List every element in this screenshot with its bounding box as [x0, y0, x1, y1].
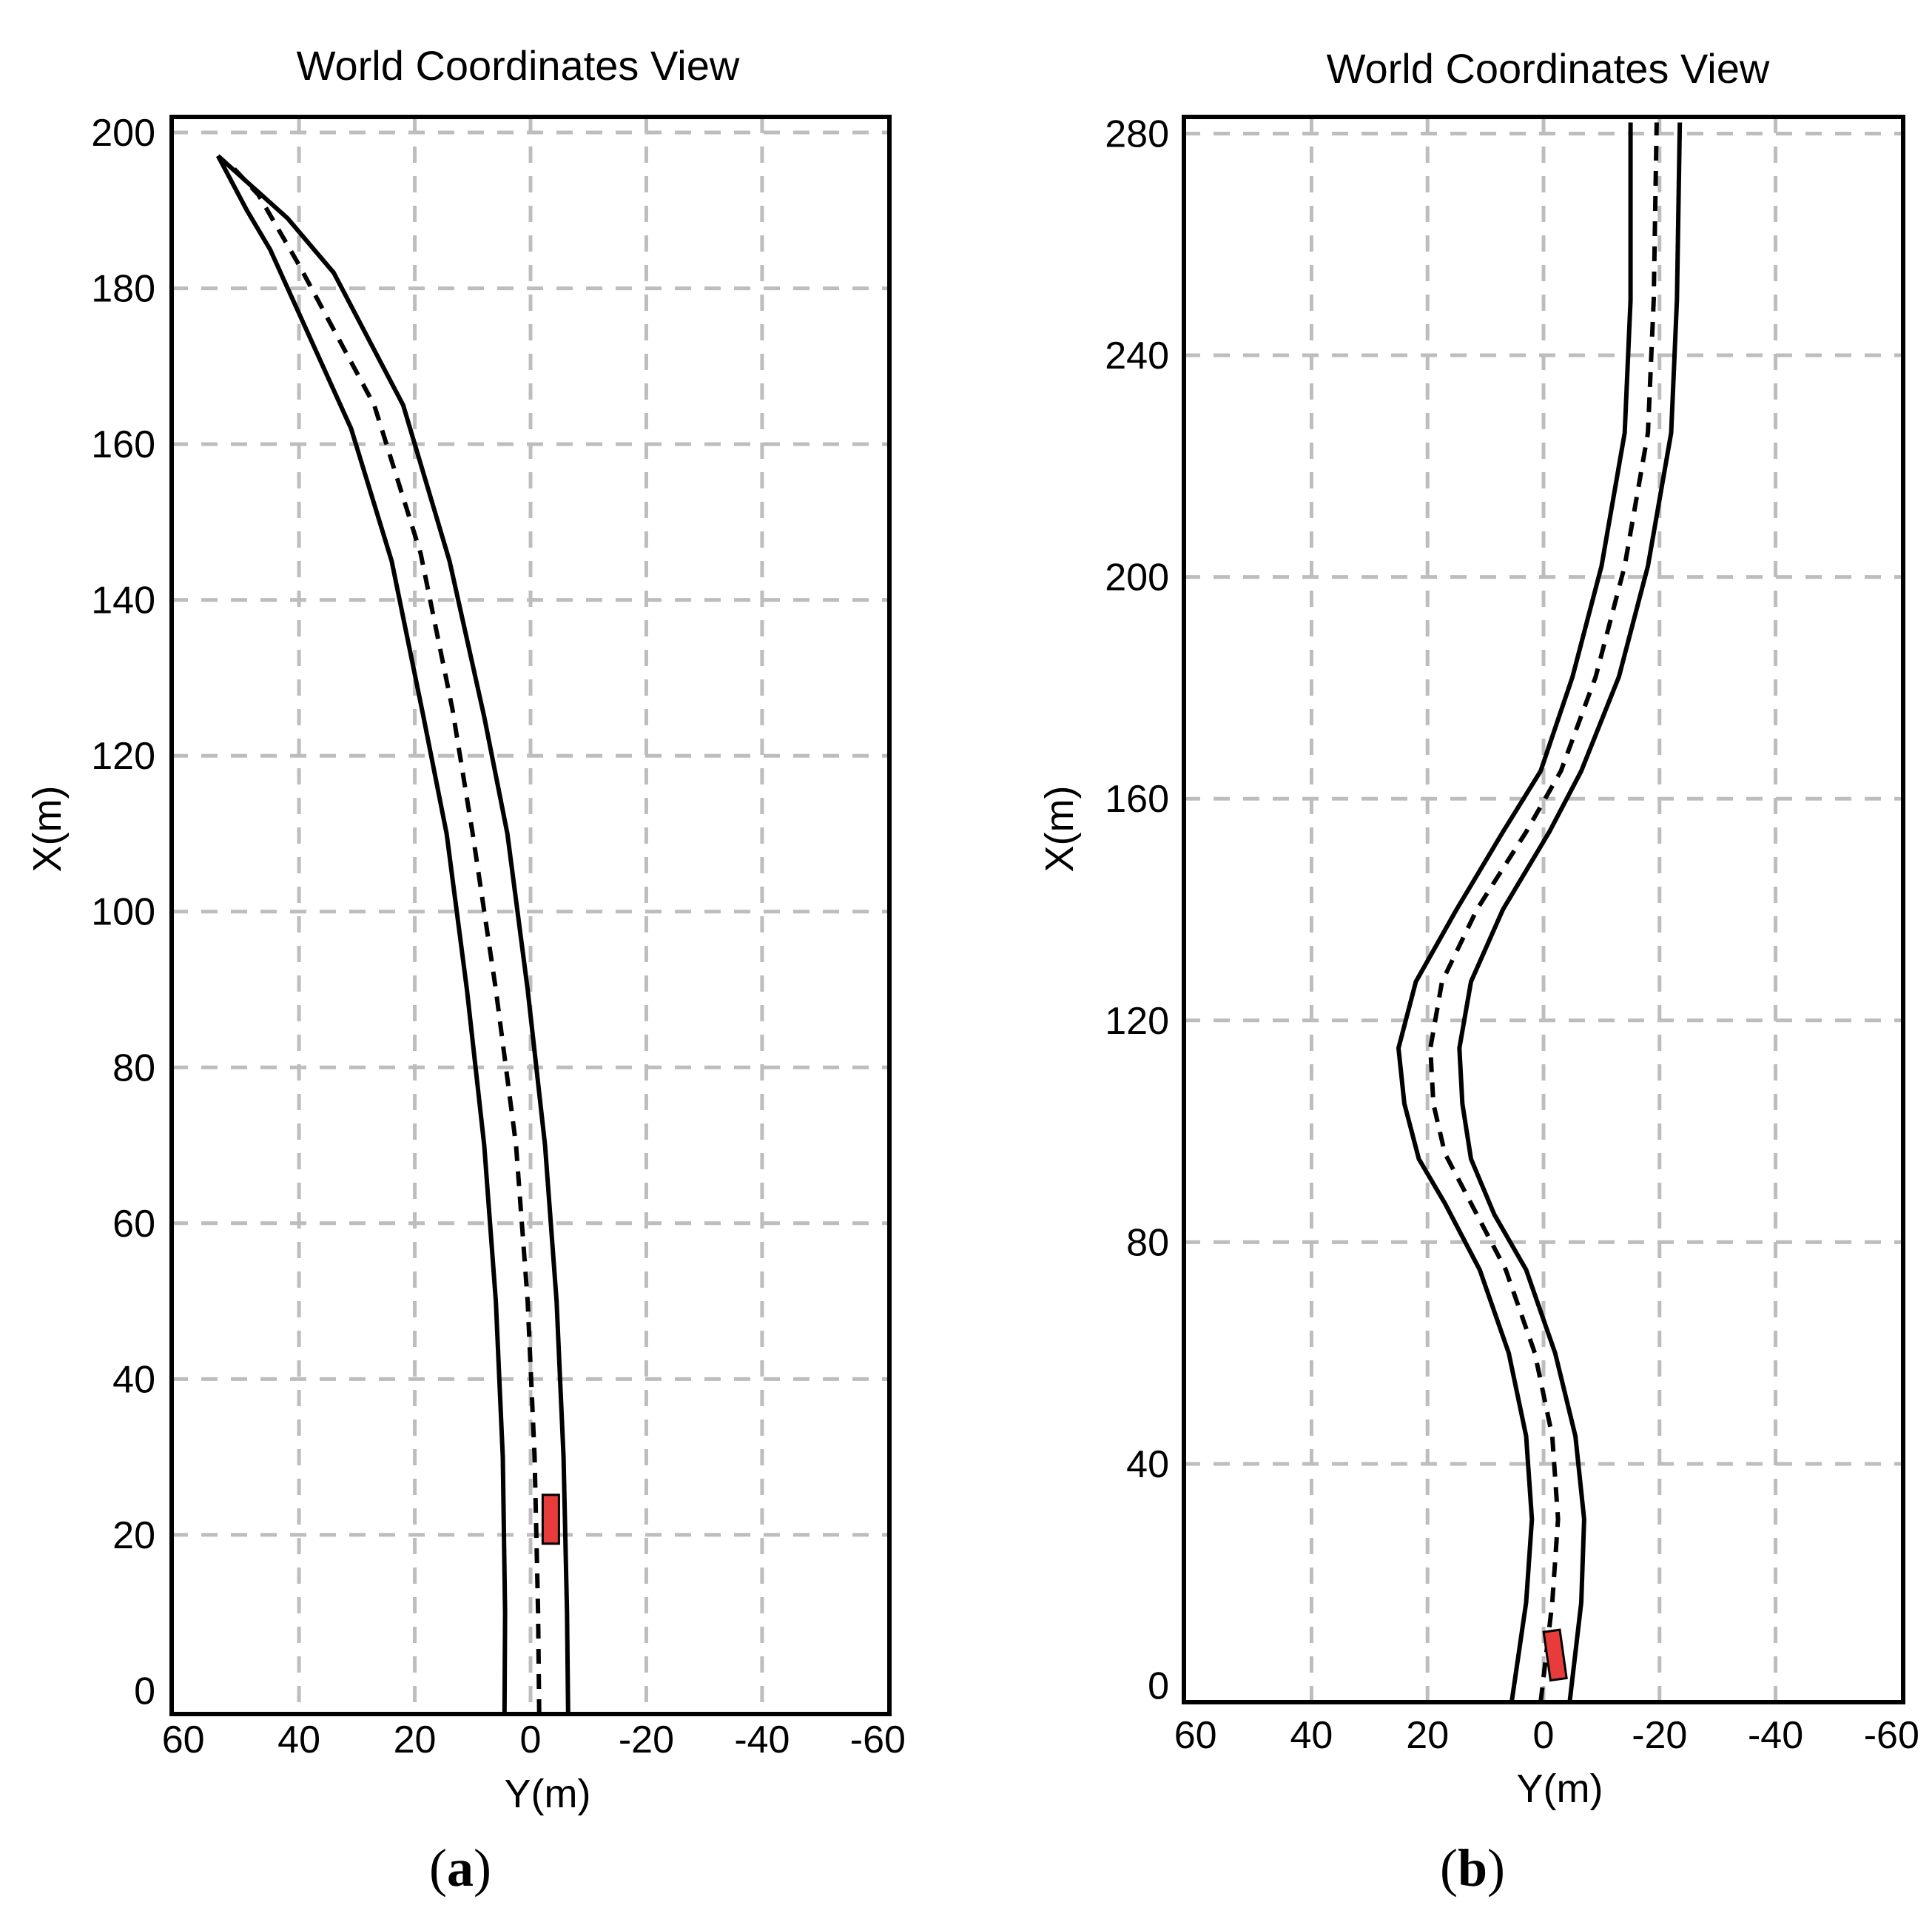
- x-tick-label: -60: [1864, 1714, 1919, 1757]
- x-tick-label: -20: [619, 1718, 674, 1761]
- y-tick-label: 60: [112, 1203, 155, 1246]
- panel-b-grid: [1184, 117, 1903, 1702]
- road-end-cap: [216, 154, 255, 189]
- x-tick-label: -40: [734, 1718, 790, 1761]
- x-tick-label: 0: [1533, 1714, 1555, 1757]
- y-tick-label: 20: [112, 1514, 155, 1557]
- panel-a-title: World Coordinates View: [297, 42, 740, 89]
- panel-a-xlabel: Y(m): [505, 1772, 591, 1816]
- y-tick-label: 40: [1126, 1443, 1169, 1486]
- x-tick-label: -20: [1632, 1714, 1687, 1757]
- panel-a-yticks: 0 20 40 60 80 100 120 140 160 180 200: [91, 112, 155, 1713]
- panel-b-yticks: 0 40 80 120 160 200 240 280: [1105, 112, 1169, 1707]
- y-tick-label: 80: [112, 1046, 155, 1089]
- y-tick-label: 160: [91, 423, 155, 466]
- y-tick-label: 200: [1105, 557, 1169, 599]
- vehicle-marker: [1542, 1628, 1568, 1682]
- panel-b-label: (b): [1440, 1838, 1505, 1898]
- y-tick-label: 200: [91, 112, 155, 155]
- panel-a-ylabel: X(m): [25, 786, 70, 873]
- y-tick-label: 40: [112, 1358, 155, 1401]
- panel-b-ylabel: X(m): [1037, 786, 1082, 873]
- y-tick-label: 100: [91, 891, 155, 934]
- series-line-2: [228, 162, 542, 1715]
- panel-b-xticks: 60 40 20 0 -20 -40 -60: [1174, 1714, 1919, 1757]
- x-tick-label: -60: [850, 1718, 906, 1761]
- y-tick-label: 80: [1126, 1221, 1169, 1264]
- x-tick-label: 20: [394, 1718, 437, 1761]
- panel-b-series: [1396, 122, 1683, 1703]
- series-line-3: [1457, 122, 1683, 1703]
- y-tick-label: 0: [134, 1670, 155, 1713]
- y-tick-label: 280: [1105, 112, 1169, 155]
- y-tick-label: 140: [91, 579, 155, 622]
- series-line-3: [251, 185, 570, 1715]
- y-tick-label: 0: [1148, 1665, 1169, 1708]
- panel-b-frame: [1182, 115, 1905, 1704]
- panel-b-xlabel: Y(m): [1517, 1767, 1603, 1811]
- panel-a-series: [215, 154, 570, 1715]
- y-tick-label: 240: [1105, 335, 1169, 377]
- panel-a-grid: [172, 117, 889, 1714]
- y-tick-label: 120: [1105, 1000, 1169, 1043]
- panel-a-vehicle: [541, 1493, 560, 1545]
- x-tick-label: 0: [520, 1718, 542, 1761]
- x-tick-label: 40: [1290, 1714, 1333, 1757]
- y-tick-label: 160: [1105, 778, 1169, 821]
- panel-b-title: World Coordinates View: [1327, 45, 1770, 92]
- x-tick-label: 40: [277, 1718, 320, 1761]
- vehicle-marker: [541, 1493, 560, 1545]
- panel-b-vehicle: [1542, 1628, 1568, 1682]
- x-tick-label: -40: [1748, 1714, 1803, 1757]
- x-tick-label: 60: [1174, 1714, 1217, 1757]
- series-line-1: [215, 155, 508, 1715]
- panel-b: World Coordinates View 60 40 20 0 -20 -40 -60 …: [1037, 45, 1919, 1898]
- series-line-1: [1396, 122, 1633, 1703]
- x-tick-label: 20: [1406, 1714, 1449, 1757]
- panel-a-frame: [169, 115, 892, 1716]
- panel-a-label: (a): [429, 1838, 491, 1898]
- y-tick-label: 120: [91, 735, 155, 778]
- x-tick-label: 60: [162, 1718, 205, 1761]
- panel-a-xticks: 60 40 20 0 -20 -40 -60: [162, 1718, 906, 1761]
- panel-a: World Coordinates View 60 40 20 0 -20 -40 -60 …: [25, 42, 906, 1898]
- y-tick-label: 180: [91, 268, 155, 311]
